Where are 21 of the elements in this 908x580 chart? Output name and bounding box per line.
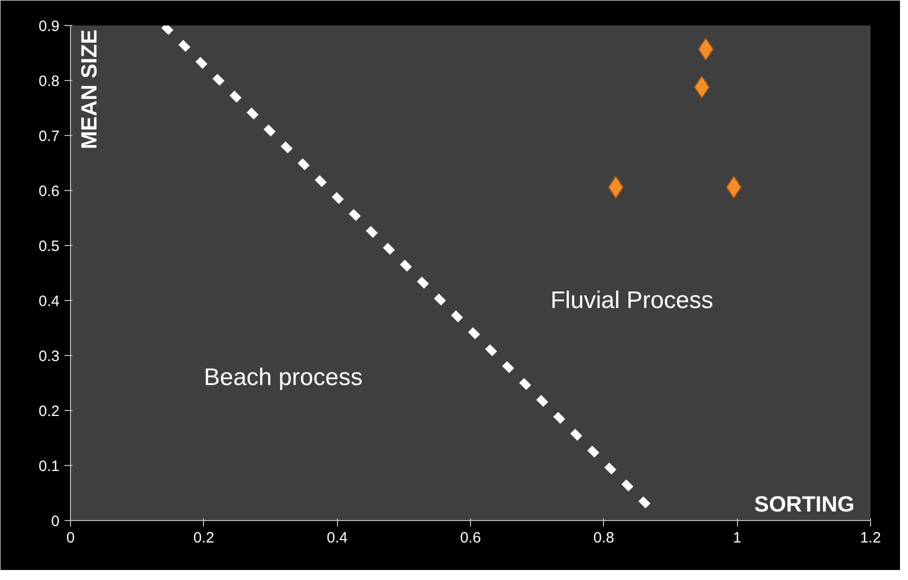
- x-tick-label: 1.2: [860, 530, 881, 546]
- x-tick-label: 0.8: [593, 530, 614, 546]
- x-axis-title: SORTING: [754, 492, 855, 516]
- y-tick-label: 0.8: [38, 73, 60, 90]
- y-tick-label: 0.4: [38, 293, 60, 310]
- x-tick-label: 0.6: [460, 530, 481, 546]
- y-tick-label: 0.9: [38, 18, 60, 35]
- y-tick-label: 0.7: [38, 128, 60, 145]
- x-tick-label: 0.2: [193, 530, 214, 546]
- x-tick-label: 0.4: [326, 530, 348, 546]
- y-axis-title: MEAN SIZE: [76, 29, 102, 150]
- y-tick-label: 0.3: [38, 348, 60, 365]
- annotation: Fluvial Process: [550, 287, 714, 314]
- y-tick-label: 0.5: [38, 238, 60, 255]
- y-tick-label: 0.1: [38, 458, 60, 475]
- y-tick-label: 0.6: [38, 183, 60, 200]
- y-tick-label: 0: [51, 513, 60, 530]
- annotation: Beach process: [204, 364, 363, 391]
- x-tick-label: 1: [732, 530, 742, 546]
- x-tick-label: 0: [66, 530, 75, 546]
- y-tick-label: 0.2: [38, 403, 60, 420]
